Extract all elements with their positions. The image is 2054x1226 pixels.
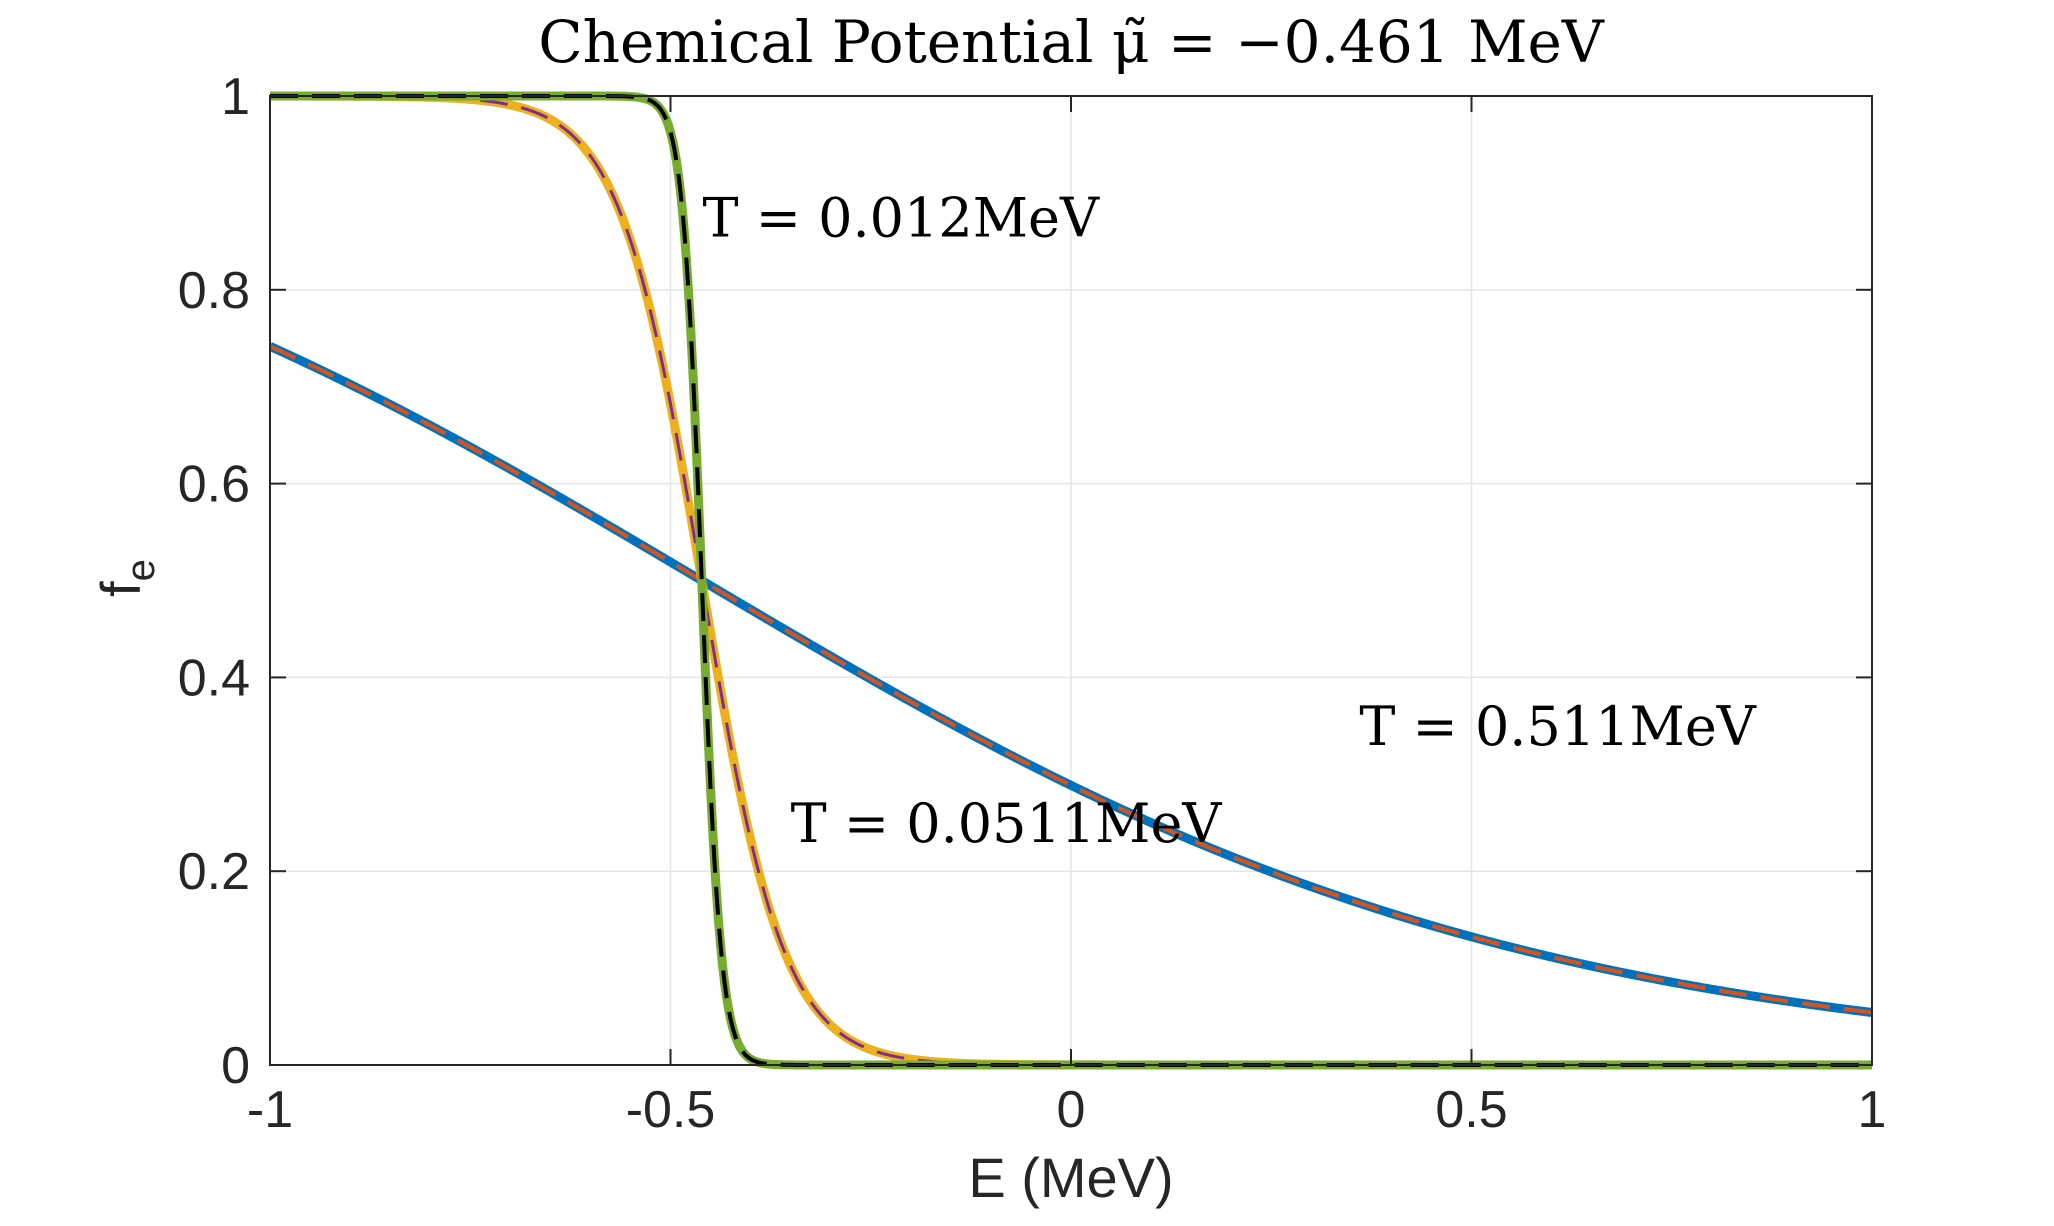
tick-labels: -1 -0.5 0 0.5 1 0 0.2 0.4 0.6 0.8 1 [178,68,1887,1139]
series-line-T-0_511-dashed [270,344,1872,1015]
annotation-label: T = 0.012MeV [703,187,1100,250]
y-axis-label: fe [89,559,163,597]
x-tick-label: 0 [1057,1081,1086,1139]
x-tick-label: 1 [1858,1081,1887,1139]
annotations: T = 0.012MeV T = 0.0511MeV T = 0.511MeV [703,187,1757,856]
y-tick-label: 0 [221,1037,250,1095]
y-axis-label-main: f [89,581,152,597]
x-tick-label: 0.5 [1435,1081,1507,1139]
y-tick-label: 0.6 [178,456,250,514]
annotation-label: T = 0.0511MeV [791,792,1223,855]
y-tick-label: 0.2 [178,843,250,901]
y-tick-label: 0.4 [178,649,250,707]
ticks [269,95,1873,1066]
x-tick-label: -0.5 [626,1081,716,1139]
x-axis-label: E (MeV) [968,1146,1173,1209]
x-tick-label: -1 [247,1081,293,1139]
chart-title: Chemical Potential μ̃ = −0.461 MeV [538,8,1605,76]
y-tick-label: 0.8 [178,262,250,320]
annotation-label: T = 0.511MeV [1359,695,1756,758]
y-tick-label: 1 [221,68,250,126]
y-axis-label-sub: e [119,559,163,581]
